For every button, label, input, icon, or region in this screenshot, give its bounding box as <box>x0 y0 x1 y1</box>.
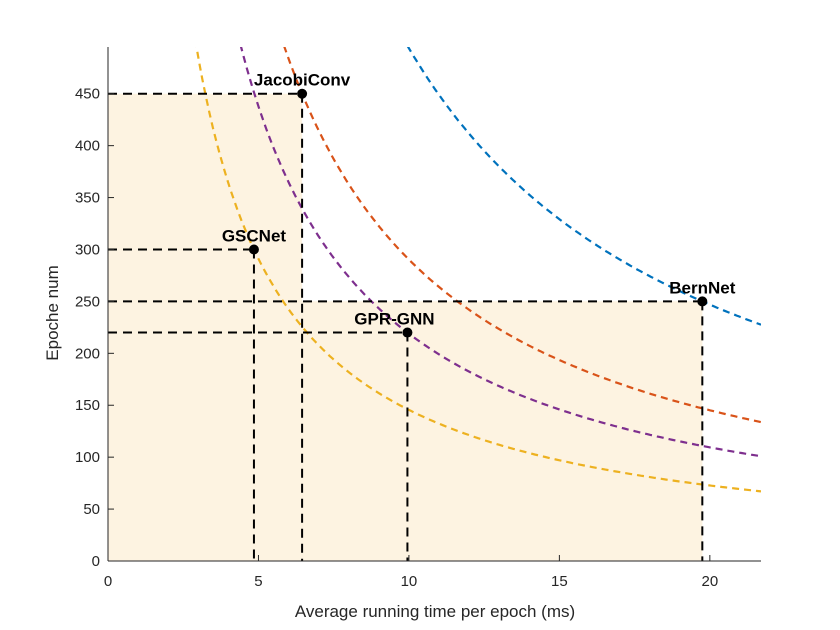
point-jacobiconv <box>297 88 308 99</box>
x-axis-label: Average running time per epoch (ms) <box>295 602 575 621</box>
shaded-region-gpr-gnn <box>108 332 408 561</box>
point-label-gscnet: GSCNet <box>222 226 287 245</box>
x-tick-label: 15 <box>551 573 568 590</box>
iso-cost-curve-1 <box>195 47 761 493</box>
y-axis-label: Epoche num <box>43 265 62 360</box>
y-tick-label: 350 <box>75 190 100 207</box>
y-tick-label: 250 <box>75 293 100 310</box>
point-gscnet <box>248 244 259 255</box>
iso-cost-curve-3 <box>283 47 761 424</box>
x-tick-label: 10 <box>401 573 418 590</box>
y-tick-label: 150 <box>75 397 100 414</box>
y-tick-label: 300 <box>75 241 100 258</box>
point-label-bernnet: BernNet <box>669 278 735 297</box>
y-tick-label: 50 <box>83 501 100 518</box>
y-tick-label: 100 <box>75 449 100 466</box>
point-label-gpr-gnn: GPR-GNN <box>354 310 434 329</box>
y-tick-label: 0 <box>92 553 100 570</box>
y-tick-label: 450 <box>75 86 100 103</box>
points-layer: JacobiConv GSCNet BernNet GPR-GNN <box>222 71 736 338</box>
point-gpr-gnn <box>402 327 413 338</box>
x-tick-label: 0 <box>104 573 112 590</box>
y-tick-label: 200 <box>75 345 100 362</box>
iso-cost-curve-2 <box>239 47 761 458</box>
x-tick-label: 5 <box>254 573 262 590</box>
guide-lines-layer <box>108 92 704 561</box>
x-tick-label: 20 <box>701 573 718 590</box>
y-tick-label: 400 <box>75 138 100 155</box>
point-bernnet <box>697 296 708 307</box>
point-label-jacobiconv: JacobiConv <box>254 71 351 90</box>
